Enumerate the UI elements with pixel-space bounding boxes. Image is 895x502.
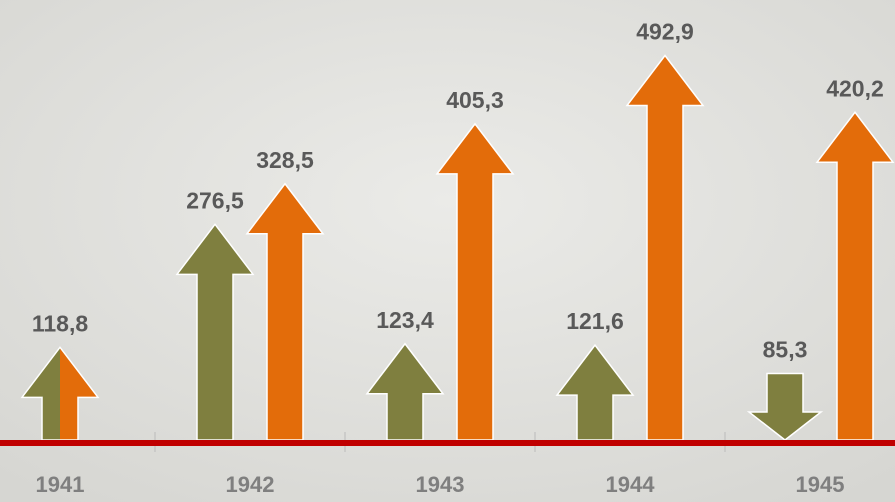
arrow bbox=[625, 54, 705, 441]
x-tick-label: 1941 bbox=[36, 472, 85, 497]
value-label: 405,3 bbox=[446, 87, 504, 113]
value-label: 121,6 bbox=[566, 308, 624, 334]
arrow bbox=[175, 223, 255, 441]
value-label: 328,5 bbox=[256, 147, 314, 173]
value-label: 420,2 bbox=[826, 75, 884, 101]
value-label: 123,4 bbox=[376, 307, 434, 333]
x-tick-label: 1943 bbox=[416, 472, 465, 497]
x-tick-label: 1942 bbox=[226, 472, 275, 497]
value-label: 276,5 bbox=[186, 187, 244, 213]
arrow bbox=[245, 182, 325, 441]
value-label: 492,9 bbox=[636, 19, 694, 45]
arrow bbox=[20, 346, 100, 441]
value-label: 85,3 bbox=[763, 337, 808, 363]
arrow bbox=[435, 122, 515, 441]
arrow bbox=[365, 342, 445, 441]
arrow bbox=[555, 343, 635, 441]
value-label: 118,8 bbox=[32, 310, 88, 336]
arrow bbox=[815, 111, 895, 441]
arrow bbox=[746, 372, 824, 441]
x-tick-label: 1945 bbox=[796, 472, 845, 497]
x-tick-label: 1944 bbox=[606, 472, 656, 497]
